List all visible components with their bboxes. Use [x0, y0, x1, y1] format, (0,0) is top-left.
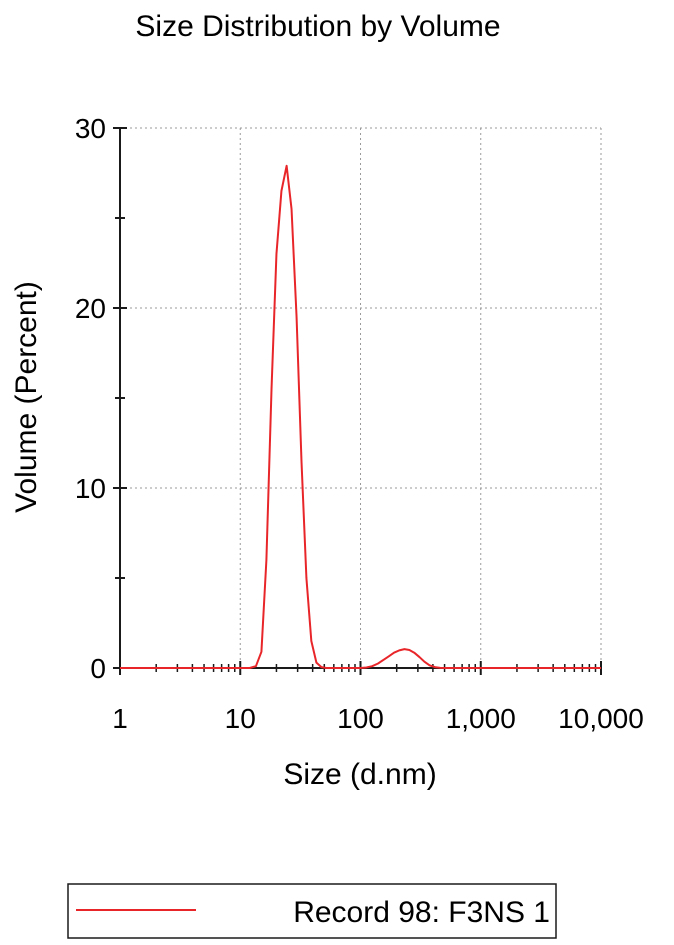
x-tick-label: 1,000 — [446, 703, 516, 734]
x-tick-label: 100 — [337, 703, 384, 734]
series-lines — [120, 164, 601, 669]
series-line — [120, 164, 601, 669]
chart-title: Size Distribution by Volume — [135, 10, 500, 43]
y-tick-label: 10 — [75, 473, 106, 504]
x-tick-label: 1 — [112, 703, 128, 734]
y-tick-label: 30 — [75, 113, 106, 144]
legend-entry-label: Record 98: F3NS 1 — [293, 896, 550, 929]
x-axis-label: Size (d.nm) — [283, 758, 436, 791]
legend: Record 98: F3NS 1 — [67, 883, 557, 939]
grid — [120, 127, 602, 668]
y-tick-label: 20 — [75, 293, 106, 324]
ticks: 0 10 20 30 1 10 100 1,000 10,000 — [75, 113, 644, 734]
y-axis-label: Volume (Percent) — [10, 281, 43, 513]
x-tick-label: 10 — [225, 703, 256, 734]
y-tick-label: 0 — [90, 653, 106, 684]
x-tick-label: 10,000 — [558, 703, 644, 734]
